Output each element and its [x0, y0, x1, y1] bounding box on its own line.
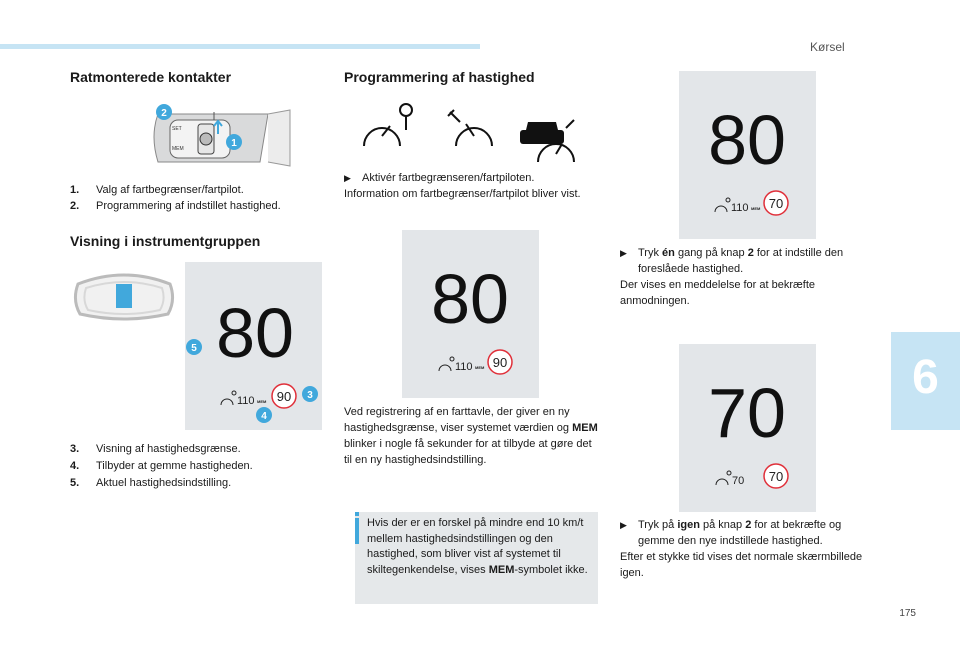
set-speed-small: 110 [731, 202, 749, 214]
list-item: 3. Visning af hastighedsgrænse. [70, 441, 320, 457]
press-once-instruction: ▶ Tryk én gang på knap 2 for at indstill… [620, 245, 870, 309]
note-text: Hvis der er en forskel på mindre end 10 … [367, 516, 595, 578]
list-cluster-items: 3. Visning af hastighedsgrænse. 4. Tilbyde… [70, 441, 320, 491]
cluster-badges: 5 3 4 [186, 339, 318, 423]
svg-text:SET: SET [172, 126, 182, 132]
b2-pre: Tryk på [638, 519, 675, 531]
cruise-car-icon [520, 119, 575, 163]
instrument-cluster-icon [73, 273, 175, 321]
b2-bold: igen [677, 519, 700, 531]
top-accent-bar [0, 44, 480, 49]
item-text: Aktuel hastighedsindstilling. [96, 477, 232, 489]
note-text-b: -symbolet ikke. [514, 563, 588, 576]
item-number: 1. [70, 184, 80, 196]
chapter-number: 6 [912, 351, 939, 404]
b2-key: 2 [745, 519, 752, 531]
para-mem: MEM [572, 422, 598, 434]
set-speed-small: 110 [237, 395, 255, 407]
svg-text:MEM: MEM [172, 146, 184, 152]
mem-label: MEM [257, 399, 267, 404]
current-speed-value: 80 [431, 260, 509, 338]
item-text: Programmering af indstillet hastighed. [96, 200, 281, 212]
page-number: 175 [899, 608, 916, 619]
badge-1 [226, 134, 242, 150]
item-number: 3. [70, 443, 80, 455]
b1-mid: gang på knap [677, 247, 745, 259]
note-mem: MEM [488, 563, 515, 576]
info-note: Hvis der er en forskel på mindre end 10 … [355, 512, 598, 604]
steering-stalk-illustration: SET MEM 2 1 [153, 104, 291, 167]
info-i-icon [355, 518, 359, 544]
current-speed-value: 80 [216, 294, 294, 372]
badge-4: 4 [261, 411, 267, 422]
b2-post: for at bekræfte og gemme den nye indstil… [638, 519, 842, 547]
speed-display-panel-suggested: 80 110 MEM 70 [679, 71, 816, 239]
speedometer-icons [363, 103, 575, 163]
badge-1-label: 1 [231, 138, 237, 149]
heading-steering-controls: Ratmonterede kontakter [70, 69, 232, 85]
badge-2-label: 2 [161, 108, 167, 119]
b2-mid: på knap [703, 519, 743, 531]
speed-limit-value: 90 [493, 355, 507, 370]
bullet-arrow-icon: ▶ [620, 520, 627, 530]
list-steering-items: 1. Valg af fartbegrænser/fartpilot. 2. Pro… [70, 182, 320, 214]
b1-pre: Tryk [638, 247, 659, 259]
b1-bold: én [662, 247, 675, 259]
list-item: 5. Aktuel hastighedsindstilling. [70, 475, 320, 491]
press-once-info: Der vises en meddelelse for at bekræfte … [620, 279, 816, 307]
item-number: 5. [70, 477, 80, 489]
cluster-display-panel: 80 110 MEM 90 [185, 262, 322, 430]
mem-label: MEM [751, 206, 761, 211]
b1-post: for at indstille den foreslåede hastighe… [638, 247, 844, 275]
section-title: Kørsel [810, 40, 845, 54]
list-item: 4. Tilbyder at gemme hastigheden. [70, 458, 320, 474]
press-again-info: Efter et stykke tid vises det normale sk… [620, 551, 863, 579]
set-speed-small: 110 [455, 361, 473, 373]
badge-5: 5 [191, 343, 197, 354]
b1-key: 2 [747, 247, 754, 259]
badge-3: 3 [307, 390, 313, 401]
activate-info: Information om fartbegrænser/fartpilot b… [344, 188, 581, 200]
speed-display-panel: 80 110 MEM 90 [402, 230, 539, 398]
bullet-arrow-icon: ▶ [620, 248, 627, 258]
press-once-text: Tryk én gang på knap 2 for at indstille … [638, 245, 870, 277]
speedometer-sign-icon [363, 103, 413, 147]
activate-text: Aktivér fartbegrænseren/fartpiloten. [362, 172, 535, 184]
item-number: 4. [70, 460, 80, 472]
item-number: 2. [70, 200, 80, 212]
press-again-instruction: ▶ Tryk på igen på knap 2 for at bekræfte… [620, 517, 870, 581]
press-again-text: Tryk på igen på knap 2 for at bekræfte o… [638, 517, 870, 549]
list-item: 2. Programmering af indstillet hastighed. [70, 198, 320, 214]
para-end: blinker i nogle få sekunder for at tilby… [344, 438, 592, 466]
bullet-arrow-icon: ▶ [344, 173, 351, 183]
activate-instruction: ▶ Aktivér fartbegrænseren/fartpiloten. In… [344, 170, 598, 202]
speed-display-panel-new: 70 70 70 [679, 344, 816, 512]
current-speed-value: 80 [708, 101, 786, 179]
para-start: Ved registrering af en farttavle, der gi… [344, 406, 570, 434]
badge-2 [156, 104, 172, 120]
heading-instrument-display: Visning i instrumentgruppen [70, 233, 261, 249]
mem-label: MEM [475, 365, 485, 370]
list-item: 1. Valg af fartbegrænser/fartpilot. [70, 182, 320, 198]
heading-speed-programming: Programmering af hastighed [344, 69, 535, 85]
speed-limit-value: 70 [769, 196, 783, 211]
info-i-icon-dot [355, 512, 359, 516]
current-speed-value: 70 [708, 374, 786, 452]
speed-limit-value: 70 [769, 469, 783, 484]
chapter-tab [891, 332, 960, 430]
item-text: Visning af hastighedsgrænse. [96, 443, 241, 455]
item-text: Valg af fartbegrænser/fartpilot. [96, 184, 244, 196]
note-text-a: Hvis der er en forskel på mindre end 10 … [367, 517, 584, 576]
sign-registration-text: Ved registrering af en farttavle, der gi… [344, 404, 600, 468]
item-text: Tilbyder at gemme hastigheden. [96, 460, 253, 472]
speed-limit-value: 90 [277, 389, 291, 404]
set-speed-small: 70 [732, 475, 744, 487]
speedometer-limit-icon [447, 109, 493, 147]
